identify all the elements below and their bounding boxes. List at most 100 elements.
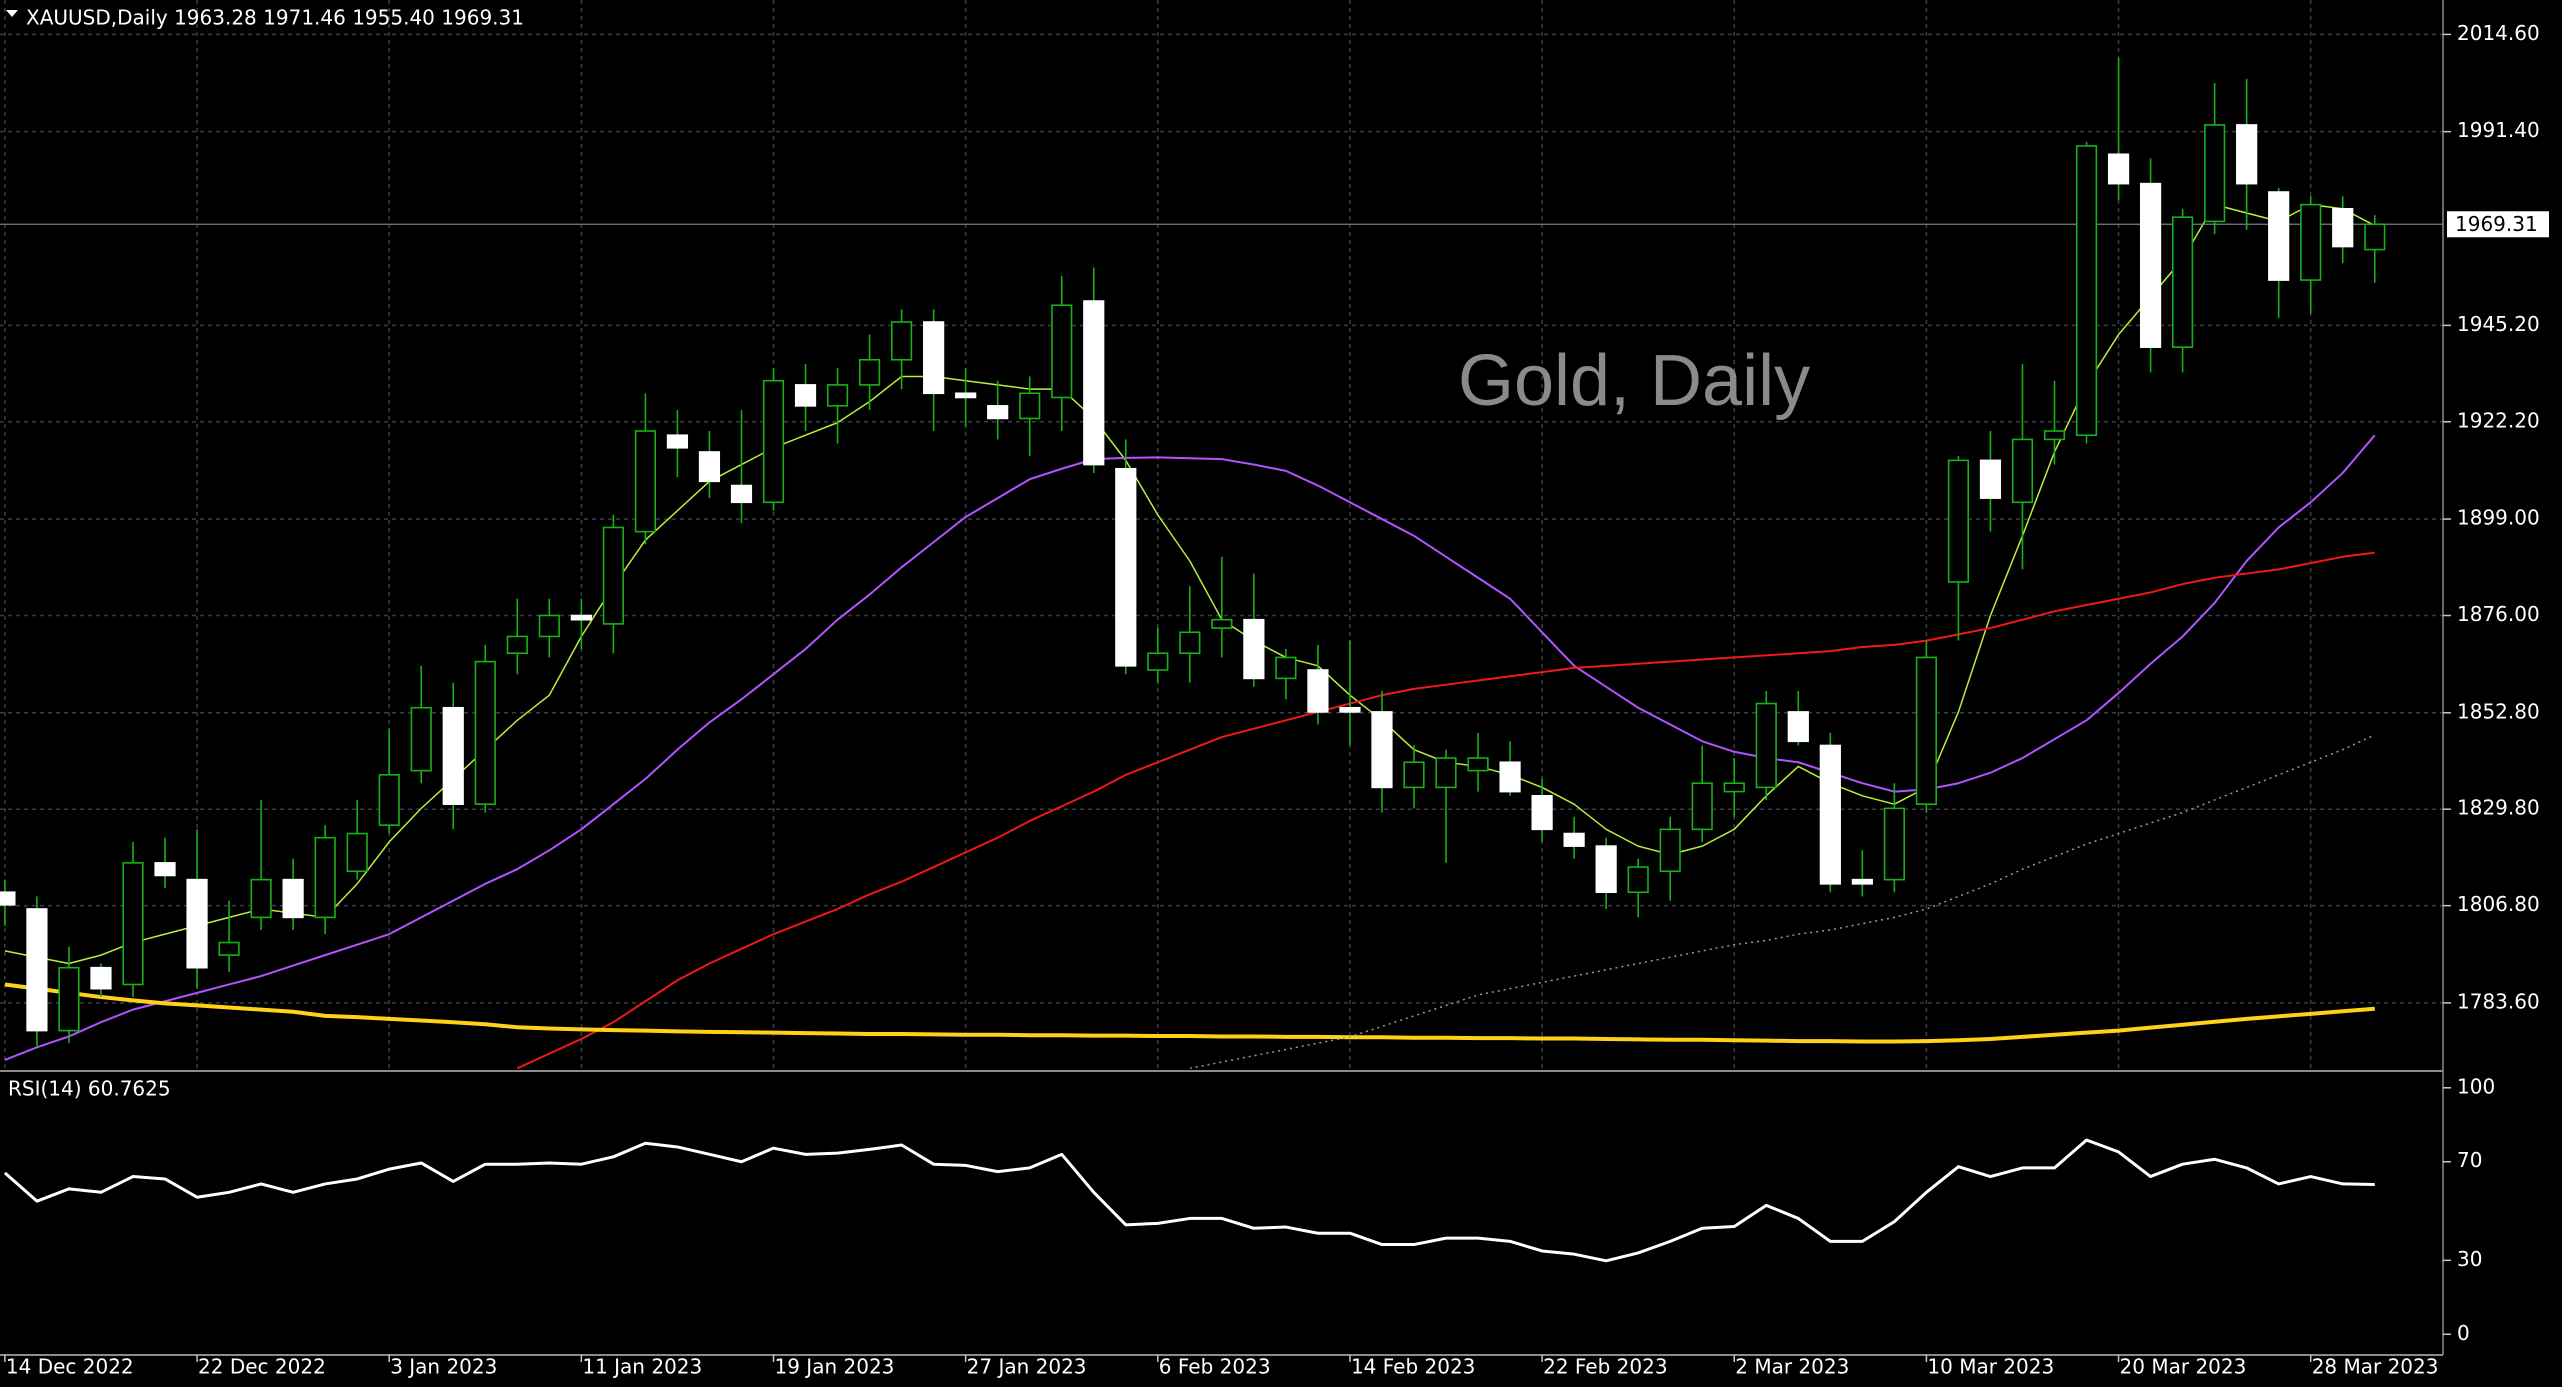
candle-body-bear — [2268, 191, 2290, 281]
candle-body-bear — [1819, 744, 1841, 885]
candle-body-bull — [1435, 757, 1457, 789]
y-tick-label: 1922.20 — [2457, 408, 2540, 432]
candle-body-bull — [1179, 631, 1201, 655]
y-tick-label: 2014.60 — [2457, 21, 2540, 45]
candle-body-bear — [955, 392, 977, 399]
candle-body-bear — [154, 862, 176, 877]
x-tick-label: 11 Jan 2023 — [582, 1355, 702, 1379]
candle-body-bull — [1627, 866, 1649, 894]
candle-body-bear — [2139, 182, 2162, 348]
candle-body-bear — [1339, 706, 1361, 713]
candle-body-bull — [762, 379, 785, 504]
y-tick-label: 100 — [2457, 1074, 2495, 1098]
x-tick-label: 2 Mar 2023 — [1735, 1355, 1849, 1379]
candle-body-bull — [826, 384, 849, 407]
x-tick-label: 27 Jan 2023 — [967, 1355, 1087, 1379]
candle-body-bull — [1915, 656, 1938, 805]
candle-body-bear — [1979, 459, 2002, 499]
candle-body-bull — [890, 321, 913, 361]
candle-body-bull — [538, 614, 560, 638]
x-tick-label: 20 Mar 2023 — [2120, 1355, 2247, 1379]
candle-body-bull — [2364, 223, 2386, 251]
candle-body-bear — [1595, 845, 1617, 894]
candle-body-bear — [698, 451, 721, 483]
x-tick-label: 19 Jan 2023 — [775, 1355, 895, 1379]
symbol-dropdown-icon — [6, 10, 18, 17]
candle-body-bear — [1115, 467, 1137, 667]
candle-body-bear — [90, 966, 112, 990]
y-tick-label: 30 — [2457, 1247, 2482, 1271]
candle-body-bull — [250, 878, 272, 919]
candle-body-bull — [1723, 782, 1745, 793]
candle-body-bear — [1499, 761, 1521, 793]
candle-body-bull — [2204, 124, 2226, 223]
candle-body-bull — [346, 832, 368, 873]
price-panel — [0, 57, 2443, 1070]
candle-body-bull — [58, 966, 80, 1032]
last-price-label: 1969.31 — [2455, 212, 2538, 236]
candle-body-bear — [730, 484, 753, 504]
x-tick-label: 14 Feb 2023 — [1351, 1355, 1475, 1379]
candle-body-bull — [1755, 702, 1777, 789]
candle-body-bear — [1307, 669, 1329, 713]
candle-body-bull — [634, 430, 657, 533]
candle-body-bull — [1659, 828, 1681, 873]
candle-body-bear — [923, 321, 945, 395]
x-tick-label: 14 Dec 2022 — [6, 1355, 134, 1379]
x-tick-label: 22 Feb 2023 — [1543, 1355, 1667, 1379]
candle-body-bull — [2011, 438, 2034, 504]
candle-body-bull — [410, 706, 432, 772]
y-tick-label: 0 — [2457, 1321, 2470, 1345]
indicator-line — [4, 982, 2375, 1044]
candle-body-bull — [1403, 761, 1425, 789]
indicator-line — [1189, 734, 2376, 1070]
y-tick-label: 1806.80 — [2457, 892, 2540, 916]
candle-body-bear — [1851, 878, 1873, 885]
chart-title: XAUUSD,Daily 1963.28 1971.46 1955.40 196… — [26, 6, 524, 30]
x-tick-label: 28 Mar 2023 — [2312, 1355, 2439, 1379]
candle-body-bear — [0, 891, 16, 906]
indicator-line — [4, 203, 2376, 965]
candle-body-bull — [1051, 304, 1073, 399]
x-tick-label: 3 Jan 2023 — [390, 1355, 497, 1379]
candle-body-bull — [2043, 430, 2066, 441]
candle-body-bull — [1275, 656, 1297, 680]
y-tick-label: 70 — [2457, 1148, 2482, 1172]
grid-layer — [0, 0, 2443, 1070]
candle-body-bull — [314, 836, 336, 919]
candle-body-bear — [1531, 794, 1553, 831]
candle-body-bear — [987, 405, 1009, 420]
watermark: Gold, Daily — [1458, 341, 1810, 421]
candle-body-bull — [602, 526, 624, 625]
candle-body-bear — [2332, 208, 2354, 248]
candle-body-bull — [1211, 618, 1233, 629]
rsi-line — [3, 1138, 2375, 1263]
candle-body-bull — [1883, 807, 1905, 881]
rsi-title: RSI(14) 60.7625 — [8, 1077, 171, 1101]
candle-body-bear — [1243, 618, 1265, 680]
candle-body-bull — [506, 635, 528, 655]
y-tick-label: 1991.40 — [2457, 118, 2540, 142]
x-tick-label: 6 Feb 2023 — [1159, 1355, 1271, 1379]
candle-body-bear — [26, 908, 48, 1032]
candle-body-bear — [2107, 153, 2130, 185]
candle-body-bull — [1147, 652, 1169, 671]
candle-body-bear — [1083, 300, 1105, 466]
y-tick-label: 1899.00 — [2457, 506, 2540, 530]
y-tick-label: 1945.20 — [2457, 312, 2540, 336]
candle-body-bear — [794, 384, 817, 407]
y-tick-label: 1876.00 — [2457, 602, 2540, 626]
y-tick-label: 1829.80 — [2457, 796, 2540, 820]
candle-body-bull — [858, 358, 881, 386]
candle-body-bear — [1371, 711, 1393, 789]
candle-body-bull — [1467, 757, 1489, 772]
candle-body-bear — [1787, 711, 1809, 743]
y-tick-label: 1852.80 — [2457, 699, 2540, 723]
indicator-line — [4, 434, 2376, 1061]
candle-body-bear — [666, 434, 689, 449]
candle-body-bull — [1691, 782, 1713, 831]
